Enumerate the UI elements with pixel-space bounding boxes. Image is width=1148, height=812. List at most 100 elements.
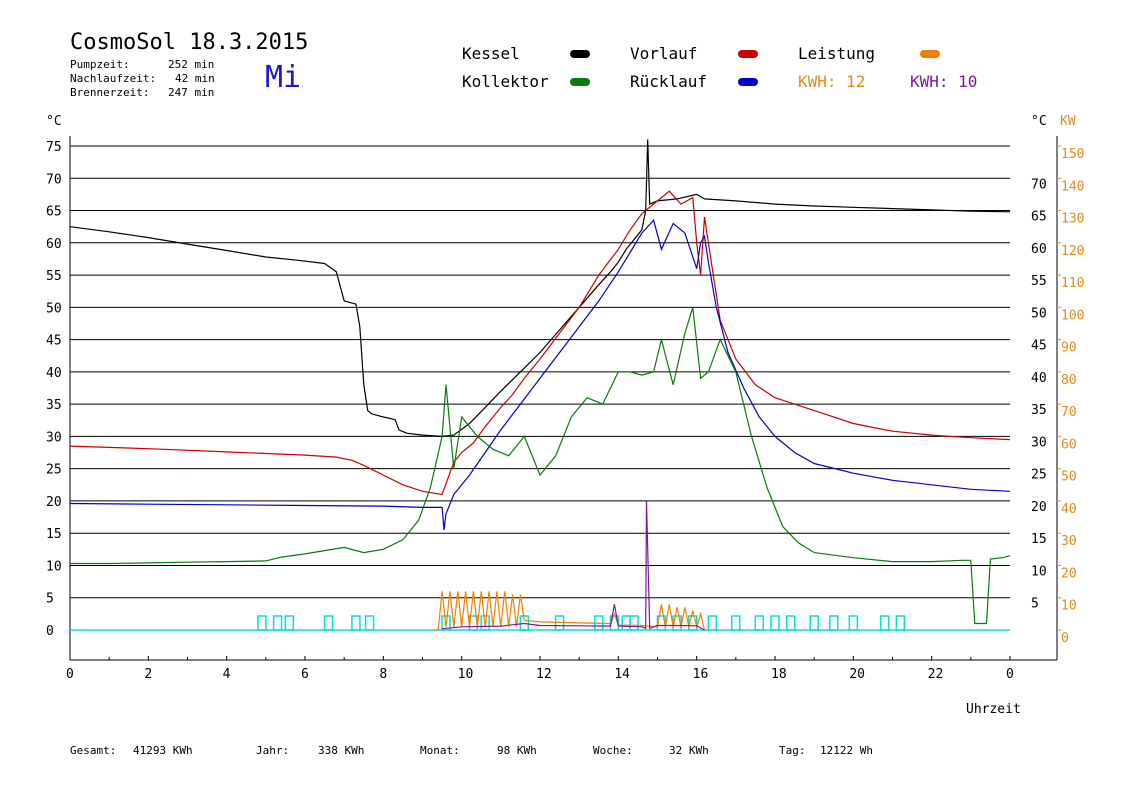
x-tick-label: 16 — [693, 667, 709, 682]
pump-on-box — [257, 615, 267, 631]
series-line-kollektor — [70, 307, 1011, 625]
stat-nachlaufzeit: Nachlaufzeit: — [70, 72, 157, 85]
series-line-kessel — [69, 139, 1011, 438]
y-tick-right-kw: 130 — [1061, 212, 1084, 227]
series-line-leistung — [434, 591, 706, 631]
y-tick-left: 10 — [46, 559, 62, 574]
footer-jahr-value: 338 KWh — [318, 744, 365, 757]
footer-monat-label: Monat: — [420, 744, 460, 757]
pump-on-box — [848, 615, 859, 631]
weekday-label: Mi — [265, 60, 302, 95]
x-tick-label: 4 — [223, 667, 231, 682]
pump-on-box — [284, 615, 295, 631]
y-tick-right-celsius: 20 — [1031, 500, 1047, 515]
y-tick-right-celsius: 60 — [1031, 242, 1047, 257]
legend-kessel-swatch — [570, 50, 590, 58]
footer-tag-value: 12122 Wh — [820, 744, 873, 757]
left-axis-unit: °C — [46, 114, 62, 129]
y-tick-left: 55 — [46, 269, 62, 284]
x-tick-label: 2 — [144, 667, 152, 682]
legend-vorlauf: Vorlauf — [630, 44, 698, 63]
x-axis-label: Uhrzeit — [966, 702, 1021, 717]
y-tick-left: 35 — [46, 398, 62, 413]
y-tick-left: 15 — [46, 527, 62, 542]
x-tick-label: 20 — [849, 667, 865, 682]
y-tick-left: 0 — [46, 624, 54, 639]
pump-on-box — [480, 615, 490, 631]
x-tick-label: 8 — [379, 667, 387, 682]
y-tick-left: 75 — [46, 140, 62, 155]
pump-on-box — [323, 615, 334, 631]
legend-leistung-swatch — [920, 50, 940, 58]
legend-vorlauf-swatch — [738, 50, 758, 58]
pump-on-box — [351, 615, 361, 631]
y-tick-right-celsius: 10 — [1031, 564, 1047, 579]
y-tick-right-kw: 0 — [1061, 631, 1069, 646]
y-tick-right-kw: 70 — [1061, 405, 1077, 420]
right-axis-unit-kw: KW — [1060, 114, 1076, 129]
pump-on-box — [688, 615, 698, 631]
y-tick-right-kw: 80 — [1061, 373, 1077, 388]
y-tick-left: 70 — [46, 172, 62, 187]
y-tick-right-celsius: 70 — [1031, 177, 1047, 192]
y-tick-right-celsius: 45 — [1031, 339, 1047, 354]
y-tick-right-celsius: 35 — [1031, 403, 1047, 418]
pump-on-box — [829, 615, 839, 631]
chart-title: CosmoSol 18.3.2015 — [70, 30, 309, 55]
right-axis-unit-celsius: °C — [1031, 114, 1047, 129]
footer-woche-label: Woche: — [593, 744, 633, 757]
y-tick-right-kw: 30 — [1061, 534, 1077, 549]
footer-gesamt-value: 41293 KWh — [133, 744, 193, 757]
y-tick-right-kw: 40 — [1061, 502, 1077, 517]
y-tick-right-kw: 90 — [1061, 341, 1077, 356]
y-tick-right-celsius: 50 — [1031, 306, 1047, 321]
footer-tag-label: Tag: — [779, 744, 806, 757]
y-tick-left: 30 — [46, 430, 62, 445]
stat-pumpzeit: Pumpzeit: — [70, 58, 130, 71]
x-tick-label: 0 — [66, 667, 74, 682]
series-line-purple — [442, 500, 705, 631]
pump-on-box — [707, 615, 718, 631]
pump-on-box — [809, 615, 819, 631]
legend-kollektor: Kollektor — [462, 72, 549, 91]
legend-kollektor-swatch — [570, 78, 590, 86]
pump-on-box — [272, 615, 283, 631]
legend-ruecklauf-swatch — [738, 78, 758, 86]
y-tick-left: 40 — [46, 366, 62, 381]
stat-nachlaufzeit-value: 42 min — [175, 72, 215, 85]
y-tick-right-celsius: 15 — [1031, 532, 1047, 547]
pump-on-box — [364, 615, 375, 631]
stat-pumpzeit-value: 252 min — [168, 58, 215, 71]
y-tick-right-kw: 60 — [1061, 437, 1077, 452]
footer-woche-value: 32 KWh — [669, 744, 709, 757]
y-tick-left: 25 — [46, 463, 62, 478]
pump-on-box — [895, 615, 906, 631]
stat-brennerzeit-value: 247 min — [168, 86, 215, 99]
y-tick-right-celsius: 65 — [1031, 210, 1047, 225]
legend-kessel: Kessel — [462, 44, 520, 63]
y-tick-left: 20 — [46, 495, 62, 510]
x-tick-label: 6 — [301, 667, 309, 682]
y-tick-left: 45 — [46, 334, 62, 349]
y-tick-right-kw: 10 — [1061, 599, 1077, 614]
y-tick-right-celsius: 30 — [1031, 435, 1047, 450]
pump-on-box — [441, 615, 451, 631]
y-tick-right-kw: 20 — [1061, 566, 1077, 581]
y-tick-right-kw: 140 — [1061, 179, 1084, 194]
y-tick-right-celsius: 55 — [1031, 274, 1047, 289]
x-tick-label: 12 — [536, 667, 552, 682]
pump-on-box — [785, 615, 796, 631]
pump-on-box — [770, 615, 780, 631]
legend-leistung: Leistung — [798, 44, 876, 63]
y-tick-right-celsius: 40 — [1031, 371, 1047, 386]
x-tick-label: 10 — [458, 667, 474, 682]
footer-jahr-label: Jahr: — [256, 744, 290, 757]
legend-kwh-purple: KWH: 10 — [910, 72, 978, 91]
legend-ruecklauf: Rücklauf — [630, 72, 708, 91]
stat-label: Pumpzeit: — [70, 58, 130, 71]
y-tick-left: 50 — [46, 301, 62, 316]
pump-on-box — [879, 615, 890, 631]
series-line-ruecklauf — [69, 218, 1011, 531]
footer-gesamt-label: Gesamt: — [70, 744, 117, 757]
